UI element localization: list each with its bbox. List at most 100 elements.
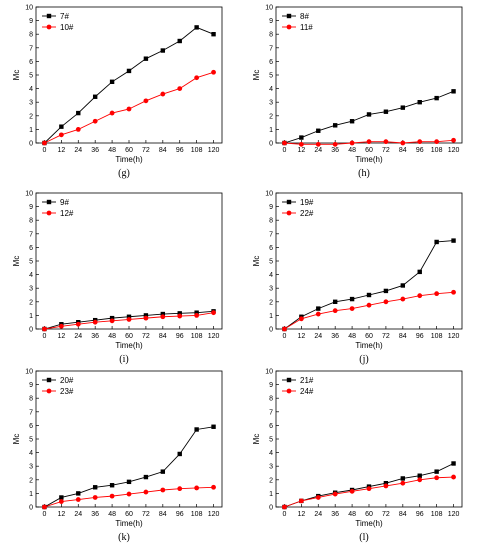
data-point xyxy=(434,95,439,101)
y-tick-label: 2 xyxy=(29,299,33,306)
legend-marker xyxy=(286,13,292,19)
data-point xyxy=(42,326,47,332)
y-tick-label: 5 xyxy=(269,437,273,444)
legend-marker xyxy=(286,377,292,383)
x-tick-label: 96 xyxy=(176,147,184,154)
y-tick-label: 5 xyxy=(29,437,33,444)
data-point xyxy=(383,299,389,305)
legend-label: 24# xyxy=(300,387,314,396)
data-point xyxy=(58,499,64,504)
legend-marker xyxy=(46,377,52,383)
data-point xyxy=(194,75,200,81)
chart-caption: (g) xyxy=(118,168,130,179)
data-point xyxy=(143,313,149,318)
x-tick-label: 24 xyxy=(74,333,82,340)
x-axis-label: Time(h) xyxy=(115,519,143,528)
y-tick-label: 6 xyxy=(269,59,273,66)
data-point xyxy=(75,126,81,132)
data-point xyxy=(434,139,440,145)
x-tick-label: 72 xyxy=(382,147,390,154)
y-tick-label: 4 xyxy=(269,450,273,457)
data-point xyxy=(434,475,440,481)
legend-marker xyxy=(286,24,292,30)
data-point xyxy=(211,484,216,490)
data-point xyxy=(434,469,439,474)
data-point xyxy=(383,139,389,145)
legend-label: 12# xyxy=(60,209,74,218)
data-point xyxy=(383,483,389,489)
data-point xyxy=(434,239,439,245)
x-tick-label: 36 xyxy=(91,147,99,154)
data-point xyxy=(143,315,149,321)
x-tick-label: 0 xyxy=(283,147,287,154)
y-tick-label: 1 xyxy=(29,127,33,134)
data-point xyxy=(282,504,287,510)
data-point xyxy=(160,311,166,317)
data-point xyxy=(400,105,406,110)
x-tick-label: 120 xyxy=(208,147,220,154)
data-point xyxy=(177,38,182,44)
x-tick-label: 0 xyxy=(43,147,47,154)
x-axis-label: Time(h) xyxy=(355,519,383,528)
data-point xyxy=(160,314,166,320)
y-tick-label: 8 xyxy=(269,218,273,225)
y-tick-label: 1 xyxy=(269,491,273,498)
series-line-0 xyxy=(284,240,454,330)
y-tick-label: 9 xyxy=(29,18,33,25)
x-tick-label: 120 xyxy=(208,333,220,340)
x-tick-label: 12 xyxy=(57,333,65,340)
data-point xyxy=(417,100,422,105)
data-point xyxy=(298,316,304,322)
data-point xyxy=(177,486,183,492)
data-point xyxy=(417,293,423,299)
data-point xyxy=(194,485,200,491)
y-tick-label: 5 xyxy=(29,259,33,266)
data-point xyxy=(126,317,132,322)
data-point xyxy=(177,311,182,316)
data-point xyxy=(315,495,321,500)
data-point xyxy=(59,495,64,500)
legend-label: 23# xyxy=(60,387,74,396)
series-line-1 xyxy=(284,476,454,508)
y-tick-label: 9 xyxy=(29,204,33,211)
data-point xyxy=(143,56,149,61)
data-point xyxy=(451,238,456,243)
data-point xyxy=(315,141,321,147)
data-point xyxy=(349,296,355,302)
data-point xyxy=(109,493,115,499)
data-point xyxy=(349,140,355,146)
x-tick-label: 12 xyxy=(297,333,305,340)
y-tick-label: 6 xyxy=(269,245,273,252)
y-tick-label: 5 xyxy=(269,73,273,80)
x-tick-label: 120 xyxy=(448,511,460,518)
x-tick-label: 0 xyxy=(43,333,47,340)
chart-caption: (l) xyxy=(359,532,368,543)
x-tick-label: 60 xyxy=(365,147,373,154)
chart-caption: (k) xyxy=(118,532,130,543)
data-point xyxy=(316,128,321,133)
y-tick-label: 9 xyxy=(29,382,33,389)
y-tick-label: 1 xyxy=(29,313,33,320)
data-point xyxy=(349,488,355,494)
y-tick-label: 0 xyxy=(269,505,273,512)
x-tick-label: 108 xyxy=(191,333,203,340)
data-point xyxy=(417,139,423,145)
x-tick-label: 48 xyxy=(108,333,116,340)
series-line-0 xyxy=(44,26,214,144)
data-point xyxy=(126,314,132,319)
x-tick-label: 72 xyxy=(142,511,150,518)
data-point xyxy=(383,288,389,294)
x-tick-label: 84 xyxy=(399,147,407,154)
y-tick-label: 0 xyxy=(29,141,33,148)
x-axis-label: Time(h) xyxy=(115,155,143,164)
data-point xyxy=(75,321,81,327)
x-tick-label: 12 xyxy=(57,147,65,154)
y-tick-label: 7 xyxy=(269,409,273,416)
y-tick-label: 4 xyxy=(269,272,273,279)
y-tick-label: 10 xyxy=(265,5,273,12)
data-point xyxy=(400,140,406,146)
